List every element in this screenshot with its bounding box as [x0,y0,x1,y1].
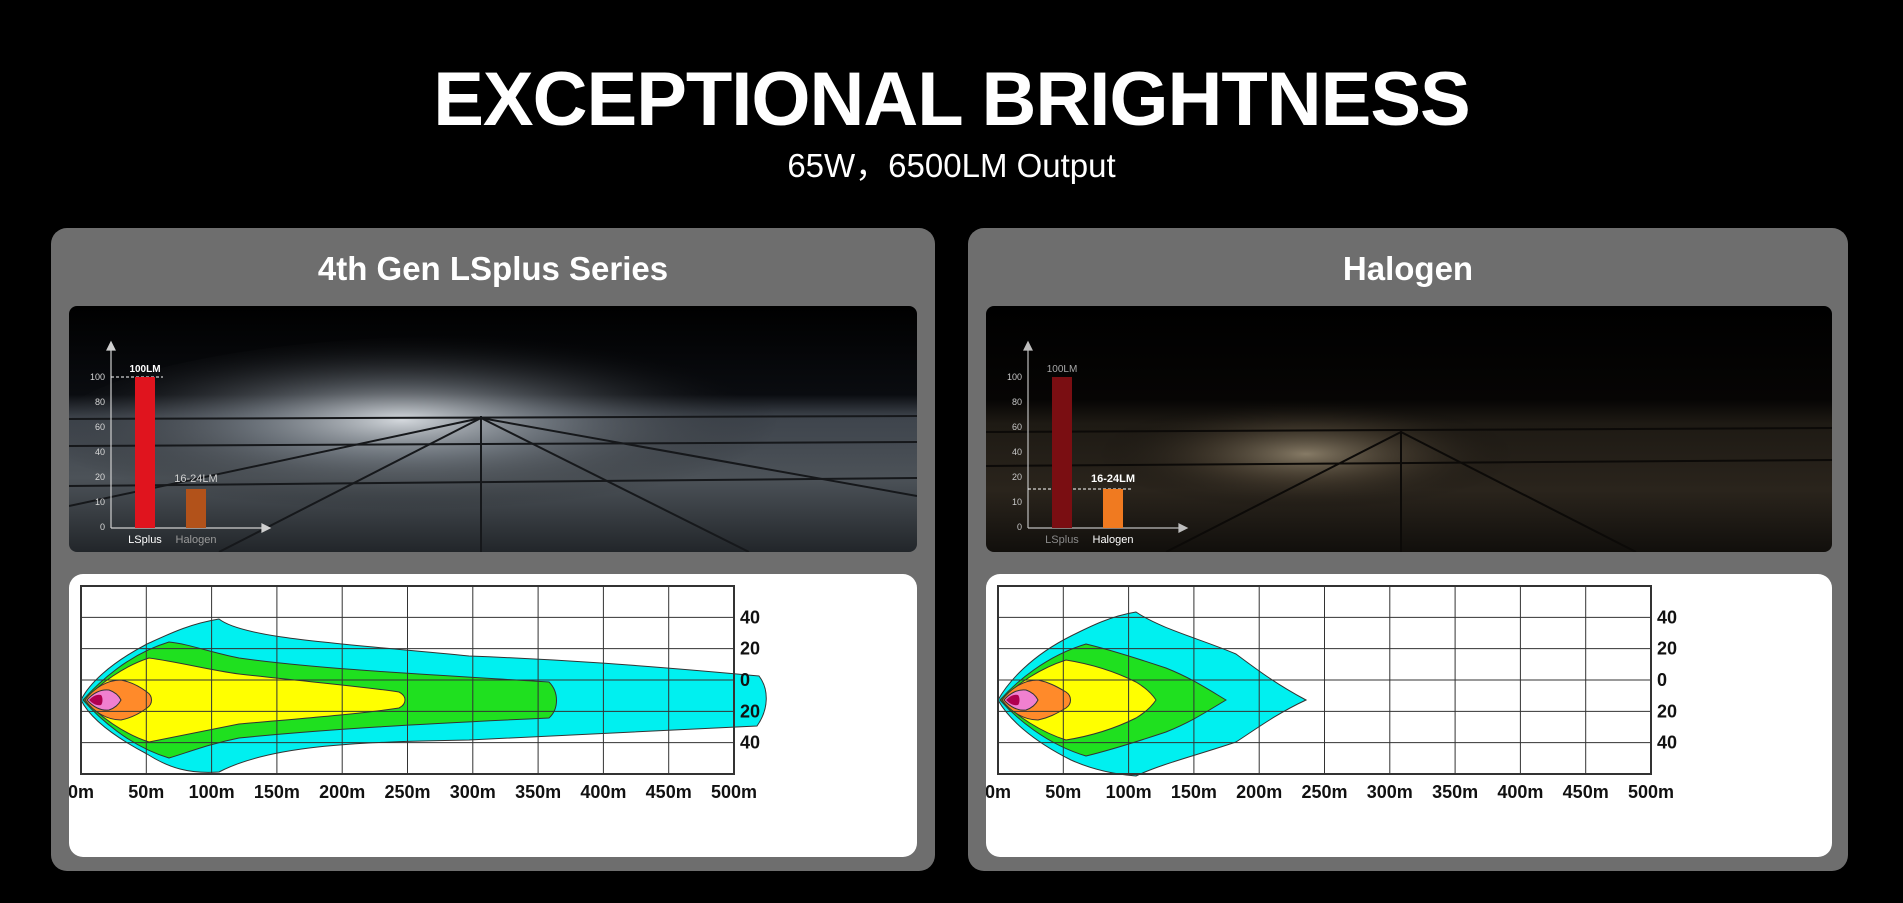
bar-value-label: 16-24LM [1091,473,1135,485]
y-axis-label: 40 [740,733,760,753]
x-axis-label: 50m [1045,782,1081,802]
x-axis-label: 0m [69,782,94,802]
bar-lsplus [135,377,155,528]
y-axis-label: 0 [740,670,750,690]
y-tick: 60 [1012,422,1022,432]
x-axis-label: 400m [1497,782,1543,802]
x-axis-label: 150m [254,782,300,802]
panel-title: 4th Gen LSplus Series [317,250,669,287]
panel-title: Halogen [1342,250,1474,287]
y-axis-label: 20 [740,639,760,659]
beam-pattern-lsplus: 0m 50m 100m 150m 200m 250m 300m 350m 400m 450m 500… [69,574,917,857]
y-axis-label: 20 [1657,639,1677,659]
road-photo-halogen: 100 80 60 40 20 10 0 100LM 16-24LM LSplu… [986,306,1832,552]
x-axis-label: 400m [580,782,626,802]
beam-zones [997,611,1308,777]
bar-halogen [186,489,206,528]
y-tick: 20 [1012,472,1022,482]
page-subtitle: 65W，6500LM Output [787,147,1116,184]
x-axis-labels: 0m 50m 100m 150m 200m 250m 300m 350m 400m 450m 500… [986,782,1674,802]
y-tick: 60 [95,422,105,432]
x-axis-label: 250m [1301,782,1347,802]
y-tick: 40 [1012,447,1022,457]
bar-value-label: 100LM [1047,364,1078,375]
y-tick: 20 [95,472,105,482]
x-axis-label: 150m [1171,782,1217,802]
y-axis-labels: 40 20 0 20 40 [740,607,760,752]
y-tick: 40 [95,447,105,457]
x-axis-label: 0m [986,782,1011,802]
y-axis-label: 40 [740,607,760,627]
x-axis-label: 500m [711,782,757,802]
x-axis-label: 450m [646,782,692,802]
y-axis-label: 0 [1657,670,1667,690]
bar-category-label: Halogen [176,534,217,546]
page-title: EXCEPTIONAL BRIGHTNESS [433,57,1471,142]
x-axis-label: 300m [1367,782,1413,802]
y-tick: 80 [1012,397,1022,407]
bar-category-label: LSplus [1045,534,1079,546]
lumen-chart-halogen: 100 80 60 40 20 10 0 100LM 16-24LM LSplu… [1007,340,1189,546]
bar-value-label: 16-24LM [174,473,217,485]
x-axis-label: 50m [128,782,164,802]
beam-pattern-halogen: 0m 50m 100m 150m 200m 250m 300m 350m 400m 450m 500… [986,574,1832,857]
y-tick: 100 [90,372,105,382]
beam-zones [80,618,767,773]
lumen-chart-lsplus: 100 80 60 40 20 10 0 100LM 16-24LM LSplu… [90,340,272,546]
y-axis-label: 40 [1657,733,1677,753]
x-axis-label: 500m [1628,782,1674,802]
y-axis-label: 20 [740,701,760,721]
x-axis-label: 350m [515,782,561,802]
panel-halogen: Halogen [968,228,1848,871]
y-axis-label: 40 [1657,607,1677,627]
y-tick: 10 [95,497,105,507]
x-axis-labels: 0m 50m 100m 150m 200m 250m 300m 350m 400m 450m 500… [69,782,757,802]
bar-halogen [1103,489,1123,528]
bar-lsplus [1052,377,1072,528]
panel-lsplus: 4th Gen LSplus Series [51,228,935,871]
x-axis-label: 100m [189,782,235,802]
x-axis-label: 250m [384,782,430,802]
road-photo-lsplus: 100 80 60 40 20 10 0 100LM 16-24LM LSplu… [69,306,917,552]
bar-value-label: 100LM [129,364,160,375]
y-axis-labels: 40 20 0 20 40 [1657,607,1677,752]
x-axis-label: 100m [1106,782,1152,802]
x-axis-label: 300m [450,782,496,802]
y-tick: 0 [1017,522,1022,532]
x-axis-label: 350m [1432,782,1478,802]
x-axis-label: 200m [1236,782,1282,802]
y-tick: 0 [100,522,105,532]
x-axis-label: 200m [319,782,365,802]
bar-category-label: LSplus [128,534,162,546]
y-tick: 10 [1012,497,1022,507]
x-axis-label: 450m [1563,782,1609,802]
y-tick: 80 [95,397,105,407]
y-tick: 100 [1007,372,1022,382]
y-axis-label: 20 [1657,701,1677,721]
bar-category-label: Halogen [1093,534,1134,546]
